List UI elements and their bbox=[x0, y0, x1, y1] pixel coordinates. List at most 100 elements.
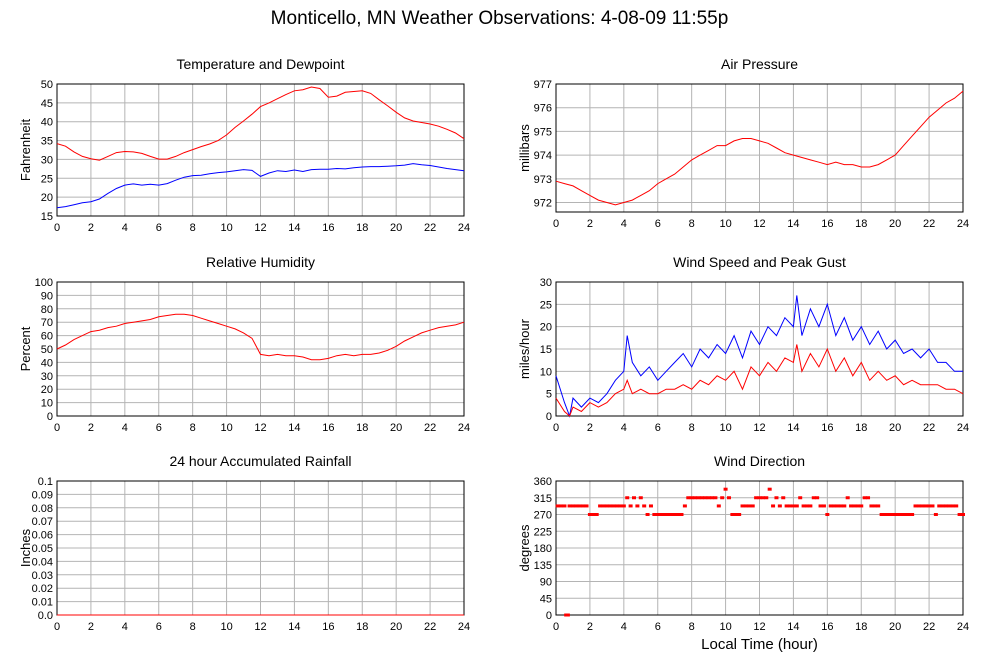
pressure-frame bbox=[555, 83, 964, 213]
rain-ytick-label: 0.08 bbox=[32, 503, 53, 515]
direction-point bbox=[747, 504, 752, 508]
temp-ytick-label: 15 bbox=[41, 211, 53, 223]
direction-point bbox=[923, 504, 928, 508]
direction-point bbox=[815, 496, 820, 500]
humidity-xtick-label: 24 bbox=[458, 422, 470, 434]
wind-xtick-label: 24 bbox=[957, 422, 969, 434]
direction-point bbox=[781, 496, 786, 500]
direction-point bbox=[754, 496, 759, 500]
direction-ytick-label: 0 bbox=[546, 610, 552, 622]
temp-frame bbox=[56, 83, 465, 217]
direction-point bbox=[920, 504, 925, 508]
rain-ytick-label: 0.02 bbox=[32, 583, 53, 595]
wind-xtick-label: 18 bbox=[855, 422, 867, 434]
pressure-xtick-label: 6 bbox=[655, 218, 661, 230]
direction-point bbox=[615, 504, 620, 508]
wind-ytick-label: 15 bbox=[540, 344, 552, 356]
direction-point bbox=[720, 496, 725, 500]
direction-point bbox=[886, 513, 891, 516]
rain-ytick-label: 0.09 bbox=[32, 489, 53, 501]
wind-ytick-label: 25 bbox=[540, 299, 552, 311]
wind-series-0 bbox=[555, 295, 963, 418]
direction-point bbox=[771, 504, 776, 508]
humidity-title: Relative Humidity bbox=[206, 254, 315, 270]
direction-point bbox=[628, 504, 633, 508]
direction-point bbox=[594, 513, 599, 516]
pressure-xtick-label: 12 bbox=[753, 218, 765, 230]
pressure-ytick-label: 974 bbox=[534, 150, 552, 162]
direction-point bbox=[733, 513, 738, 516]
rain-xtick-label: 6 bbox=[156, 621, 162, 633]
direction-point bbox=[791, 504, 796, 508]
humidity-xtick-label: 12 bbox=[254, 422, 266, 434]
rain-ytick-label: 0.07 bbox=[32, 516, 53, 528]
direction-ylabel: degrees bbox=[517, 524, 532, 571]
main-title: Monticello, MN Weather Observations: 4-0… bbox=[270, 8, 729, 29]
direction-point bbox=[652, 513, 657, 516]
direction-point bbox=[879, 513, 884, 516]
direction-xlabel: Local Time (hour) bbox=[701, 636, 818, 653]
direction-point bbox=[699, 496, 704, 500]
direction-point bbox=[584, 504, 589, 508]
temp-xtick-label: 0 bbox=[54, 222, 60, 234]
direction-xtick-label: 0 bbox=[553, 621, 559, 633]
pressure-xtick-label: 4 bbox=[621, 218, 627, 230]
direction-point bbox=[872, 504, 877, 508]
humidity-ytick-label: 20 bbox=[41, 384, 53, 396]
direction-point bbox=[927, 504, 932, 508]
direction-point bbox=[804, 504, 809, 508]
direction-point bbox=[930, 504, 935, 508]
rain-xtick-label: 0 bbox=[54, 621, 60, 633]
pressure-xtick-label: 18 bbox=[855, 218, 867, 230]
direction-point bbox=[784, 504, 789, 508]
direction-point bbox=[950, 504, 955, 508]
humidity-series-0 bbox=[56, 313, 465, 361]
direction-point bbox=[947, 504, 952, 508]
pressure-xtick-label: 8 bbox=[689, 218, 695, 230]
direction-point bbox=[740, 504, 745, 508]
pressure-xtick-label: 24 bbox=[957, 218, 969, 230]
rain-xtick-label: 22 bbox=[424, 621, 436, 633]
direction-ytick-label: 90 bbox=[540, 577, 552, 589]
wind-xtick-label: 6 bbox=[655, 422, 661, 434]
wind-ytick-label: 0 bbox=[546, 411, 552, 423]
wind-ytick-label: 20 bbox=[540, 322, 552, 334]
pressure-xtick-label: 14 bbox=[787, 218, 799, 230]
direction-point bbox=[686, 496, 691, 500]
wind-xtick-label: 4 bbox=[621, 422, 627, 434]
direction-frame bbox=[555, 480, 964, 616]
direction-xtick-label: 18 bbox=[855, 621, 867, 633]
direction-point bbox=[559, 504, 564, 508]
rain-xtick-label: 18 bbox=[356, 621, 368, 633]
direction-point bbox=[903, 513, 908, 516]
direction-ytick-label: 180 bbox=[534, 543, 552, 555]
direction-point bbox=[696, 496, 701, 500]
direction-point bbox=[598, 504, 603, 508]
direction-point bbox=[611, 504, 616, 508]
direction-point bbox=[961, 513, 965, 516]
humidity-ytick-label: 10 bbox=[41, 398, 53, 410]
direction-point bbox=[821, 504, 826, 508]
direction-point bbox=[788, 504, 793, 508]
temp-ytick-label: 20 bbox=[41, 192, 53, 204]
humidity-xtick-label: 20 bbox=[390, 422, 402, 434]
direction-point bbox=[703, 496, 708, 500]
temp-title: Temperature and Dewpoint bbox=[176, 56, 344, 72]
direction-point bbox=[689, 496, 694, 500]
pressure-ytick-label: 975 bbox=[534, 126, 552, 138]
direction-point bbox=[855, 504, 860, 508]
wind-ylabel: miles/hour bbox=[517, 318, 532, 379]
humidity-xtick-label: 0 bbox=[54, 422, 60, 434]
direction-point bbox=[604, 504, 609, 508]
temp-xtick-label: 2 bbox=[88, 222, 94, 234]
direction-point bbox=[760, 496, 765, 500]
direction-point bbox=[723, 487, 728, 491]
pressure-xtick-label: 2 bbox=[587, 218, 593, 230]
direction-point bbox=[825, 513, 830, 516]
direction-xtick-label: 20 bbox=[889, 621, 901, 633]
direction-point bbox=[842, 504, 847, 508]
direction-point bbox=[562, 504, 567, 508]
direction-point bbox=[798, 496, 803, 500]
direction-point bbox=[866, 496, 871, 500]
